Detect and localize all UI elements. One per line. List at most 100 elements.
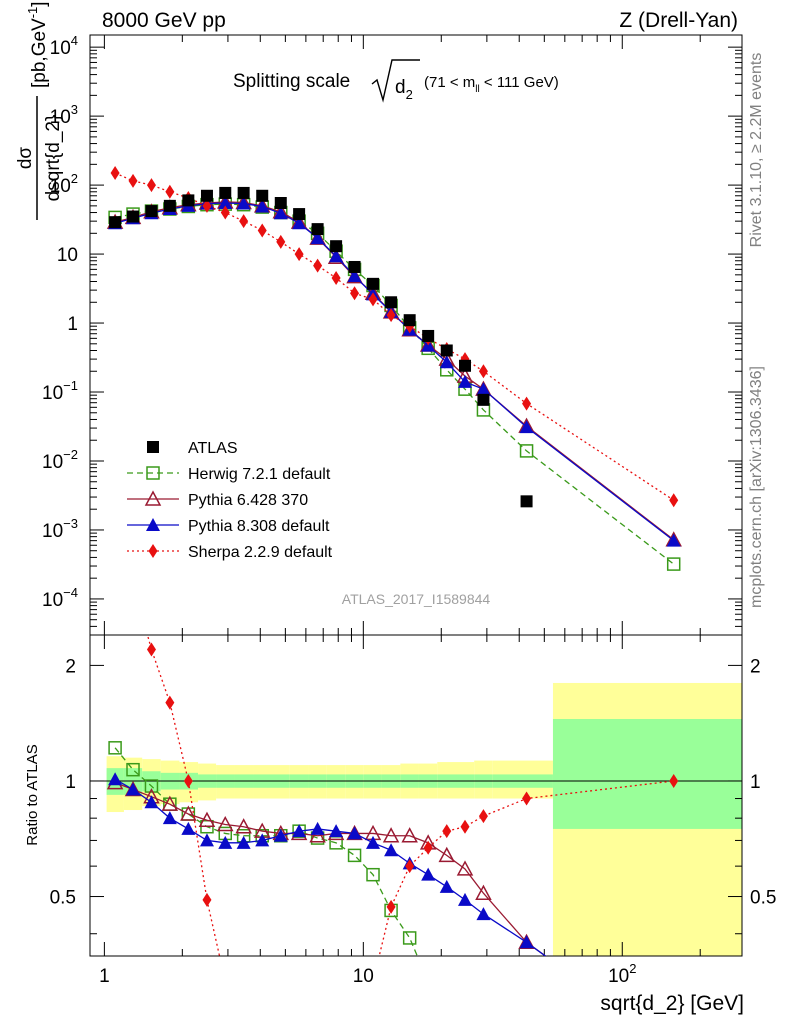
data-point-atlas bbox=[330, 240, 343, 253]
ratio-point-pythia-6-428-370 bbox=[382, 827, 400, 843]
ratio-point-pythia-8-308-default bbox=[108, 772, 123, 786]
data-point-atlas bbox=[182, 194, 195, 207]
ratio-point-sherpa-2-2-9-default bbox=[295, 975, 304, 989]
data-point-sherpa-2-2-9-default bbox=[202, 198, 212, 213]
data-point-sherpa-2-2-9-default bbox=[257, 223, 267, 238]
ratio-y-axis-label: Ratio to ATLAS bbox=[24, 744, 41, 845]
data-point-sherpa-2-2-9-default bbox=[313, 258, 323, 273]
data-point-sherpa-2-2-9-default bbox=[128, 173, 138, 188]
data-point-pythia-8-308-default bbox=[476, 382, 491, 396]
legend-label-atlas: ATLAS bbox=[188, 440, 238, 457]
ratio-point-pythia-8-308-default bbox=[476, 907, 491, 921]
ratio-point-sherpa-2-2-9-default bbox=[442, 824, 452, 839]
data-point-atlas bbox=[109, 216, 122, 229]
data-point-pythia-8-308-default bbox=[273, 206, 288, 220]
rivet-info-label: Rivet 3.1.10, ≥ 2.2M events bbox=[748, 53, 765, 248]
legend-marker-sherpa-2-2-9-default bbox=[148, 544, 158, 558]
y-tick-label: 10 bbox=[57, 245, 78, 266]
ratio-point-pythia-6-428-370 bbox=[198, 811, 216, 828]
ratio-point-pythia-6-428-370 bbox=[309, 827, 326, 843]
ratio-point-pythia-6-428-370 bbox=[401, 827, 418, 843]
data-point-atlas bbox=[237, 186, 250, 199]
ratio-point-pythia-8-308-default bbox=[255, 833, 270, 847]
ratio-point-pythia-8-308-default bbox=[310, 821, 325, 835]
data-point-sherpa-2-2-9-default bbox=[110, 165, 120, 180]
x-tick-labels: 1 10 102 bbox=[99, 961, 636, 987]
data-point-atlas bbox=[440, 344, 453, 357]
x-tick-label: 1 bbox=[99, 966, 110, 987]
ratio-point-sherpa-2-2-9-default bbox=[332, 975, 341, 989]
ratio-point-sherpa-2-2-9-default bbox=[111, 499, 120, 513]
data-point-pythia-8-308-default bbox=[310, 231, 325, 245]
main-y-axis-label: dσ dsqrt{d_2} [pb,GeV-1] bbox=[15, 1, 64, 220]
ratio-point-pythia-6-428-370 bbox=[235, 818, 252, 834]
data-point-sherpa-2-2-9-default bbox=[239, 214, 249, 229]
ratio-point-sherpa-2-2-9-default bbox=[276, 975, 285, 989]
legend-label-herwig-7-2-1-default: Herwig 7.2.1 default bbox=[188, 466, 331, 483]
ratio-point-herwig-7-2-1-default bbox=[477, 976, 489, 988]
data-point-sherpa-2-2-9-default bbox=[146, 178, 156, 193]
data-point-pythia-8-308-default bbox=[439, 355, 454, 369]
ratio-point-herwig-7-2-1-default bbox=[366, 867, 380, 882]
data-point-pythia-8-308-default bbox=[519, 420, 534, 434]
ratio-point-herwig-7-2-1-default bbox=[441, 976, 453, 988]
ratio-point-herwig-7-2-1-default bbox=[422, 976, 434, 988]
legend-marker-pythia-8-308-default bbox=[146, 518, 160, 531]
ratio-point-herwig-7-2-1-default bbox=[521, 976, 533, 988]
legend-label-pythia-6-428-370: Pythia 6.428 370 bbox=[188, 492, 308, 509]
ratio-point-pythia-8-308-default bbox=[292, 824, 307, 838]
data-point-sherpa-2-2-9-default bbox=[669, 493, 679, 508]
x-tick-label: 102 bbox=[608, 961, 636, 987]
ratio-tick-label: 2 bbox=[65, 656, 76, 677]
ratio-point-sherpa-2-2-9-default bbox=[183, 773, 193, 788]
data-point-pythia-8-308-default bbox=[347, 269, 362, 283]
data-point-atlas bbox=[520, 495, 533, 508]
ratio-y-tick-labels: 2 2 1 1 0.5 0.5 bbox=[50, 656, 777, 908]
data-point-atlas bbox=[348, 260, 361, 273]
ratio-tick-label-right: 2 bbox=[750, 656, 761, 677]
y-label-unit: [pb,GeV-1] bbox=[25, 1, 50, 88]
ratio-point-pythia-8-308-default bbox=[273, 828, 288, 842]
y-tick-label: 10−4 bbox=[42, 585, 78, 611]
data-point-atlas bbox=[219, 186, 232, 199]
ratio-point-sherpa-2-2-9-default bbox=[202, 892, 212, 907]
ratio-point-pythia-6-428-370 bbox=[217, 815, 234, 832]
ratio-point-sherpa-2-2-9-default bbox=[386, 899, 396, 914]
data-point-pythia-8-308-default bbox=[255, 199, 270, 213]
legend: ATLAS Herwig 7.2.1 default Pythia 6.428 37… bbox=[127, 440, 333, 561]
legend-label-pythia-8-308-default: Pythia 8.308 default bbox=[188, 518, 330, 535]
ratio-point-herwig-7-2-1-default bbox=[126, 762, 140, 777]
ratio-point-pythia-8-308-default bbox=[347, 826, 362, 840]
ratio-point-pythia-6-428-370 bbox=[456, 860, 474, 876]
y-tick-label: 104 bbox=[50, 33, 78, 59]
y-tick-label: 102 bbox=[50, 171, 78, 197]
ratio-point-herwig-7-2-1-default bbox=[108, 741, 122, 755]
ratio-point-pythia-8-308-default bbox=[144, 795, 159, 809]
ratio-point-sherpa-2-2-9-default bbox=[423, 840, 433, 855]
ratio-point-pythia-8-308-default bbox=[236, 835, 251, 849]
legend-marker-atlas bbox=[147, 441, 159, 453]
ratio-point-sherpa-2-2-9-default bbox=[239, 975, 248, 989]
data-point-atlas bbox=[200, 189, 213, 202]
ratio-point-sherpa-2-2-9-default bbox=[478, 809, 488, 824]
data-point-sherpa-2-2-9-default bbox=[276, 234, 286, 249]
y-tick-label: 10−1 bbox=[42, 378, 78, 404]
data-point-sherpa-2-2-9-default bbox=[220, 205, 230, 220]
ratio-tick-label: 1 bbox=[65, 772, 76, 793]
axis-ticks bbox=[90, 35, 742, 956]
y-tick-label: 1 bbox=[67, 314, 78, 335]
ratio-tick-label-right: 1 bbox=[750, 772, 761, 793]
legend-marker-pythia-6-428-370 bbox=[144, 490, 162, 506]
ratio-point-sherpa-2-2-9-default bbox=[522, 791, 532, 806]
data-point-sherpa-2-2-9-default bbox=[165, 184, 175, 199]
ratio-point-herwig-7-2-1-default bbox=[668, 976, 680, 988]
data-point-sherpa-2-2-9-default bbox=[331, 270, 341, 285]
main-series-layer bbox=[106, 165, 682, 571]
data-point-herwig-7-2-1-default bbox=[519, 444, 534, 458]
data-point-sherpa-2-2-9-default bbox=[478, 364, 488, 379]
ratio-point-pythia-8-308-default bbox=[458, 892, 473, 906]
ratio-point-sherpa-2-2-9-default bbox=[165, 695, 175, 710]
data-point-pythia-8-308-default bbox=[458, 374, 473, 388]
ratio-point-pythia-8-308-default bbox=[181, 821, 196, 835]
